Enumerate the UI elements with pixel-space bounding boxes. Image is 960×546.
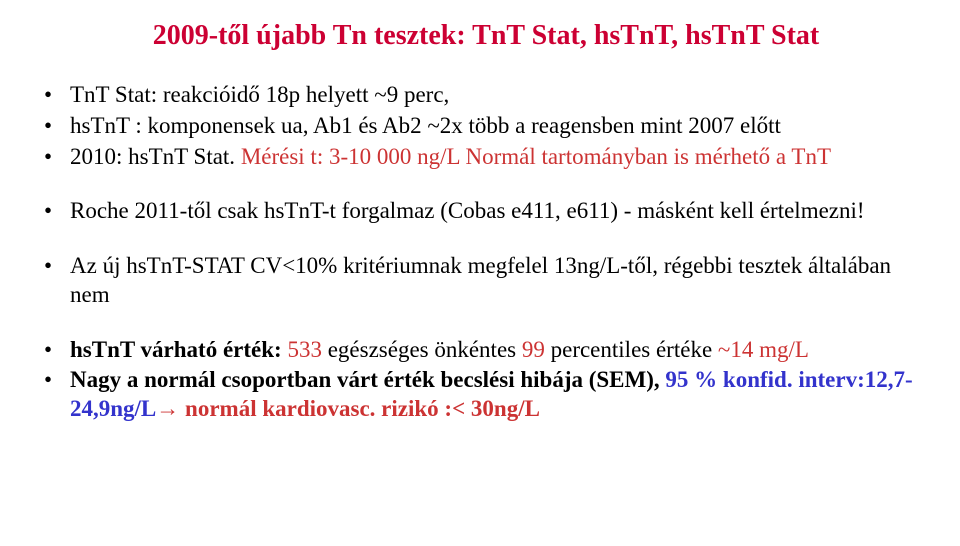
bullet-4: Roche 2011-től csak hsTnT-t forgalmaz (C…	[40, 197, 932, 226]
bullet-5: Az új hsTnT-STAT CV<10% kritériumnak meg…	[40, 252, 932, 310]
bullet-7-a: Nagy a normál csoportban várt érték becs…	[70, 367, 665, 392]
bullet-3-b: Mérési t: 3-10 000 ng/L Normál tartomány…	[241, 144, 831, 169]
bullet-6-a: hsTnT várható érték:	[70, 337, 287, 362]
bullet-1: TnT Stat: reakcióidő 18p helyett ~9 perc…	[40, 81, 932, 110]
bullet-6-b: 533	[287, 337, 327, 362]
bullet-3-a: 2010: hsTnT Stat.	[70, 144, 241, 169]
slide-title: 2009-től újabb Tn tesztek: TnT Stat, hsT…	[40, 18, 932, 53]
bullet-3: 2010: hsTnT Stat. Mérési t: 3-10 000 ng/…	[40, 143, 932, 172]
bullet-list: TnT Stat: reakcióidő 18p helyett ~9 perc…	[40, 81, 932, 424]
slide: 2009-től újabb Tn tesztek: TnT Stat, hsT…	[0, 0, 960, 546]
bullet-4-text: Roche 2011-től csak hsTnT-t forgalmaz (C…	[70, 198, 865, 223]
bullet-6-f: ~14 mg/L	[718, 337, 809, 362]
bullet-1-text: TnT Stat: reakcióidő 18p helyett ~9 perc…	[70, 82, 449, 107]
bullet-6-d: 99	[522, 337, 551, 362]
bullet-7: Nagy a normál csoportban várt érték becs…	[40, 366, 932, 424]
bullet-6-e: percentiles értéke	[551, 337, 718, 362]
bullet-2: hsTnT : komponensek ua, Ab1 és Ab2 ~2x t…	[40, 112, 932, 141]
bullet-6-c: egészséges önkéntes	[328, 337, 522, 362]
bullet-7-c: → normál kardiovasc. rizikó :< 30ng/L	[156, 396, 540, 421]
bullet-5-text: Az új hsTnT-STAT CV<10% kritériumnak meg…	[70, 253, 891, 307]
bullet-6: hsTnT várható érték: 533 egészséges önké…	[40, 336, 932, 365]
bullet-2-text: hsTnT : komponensek ua, Ab1 és Ab2 ~2x t…	[70, 113, 781, 138]
